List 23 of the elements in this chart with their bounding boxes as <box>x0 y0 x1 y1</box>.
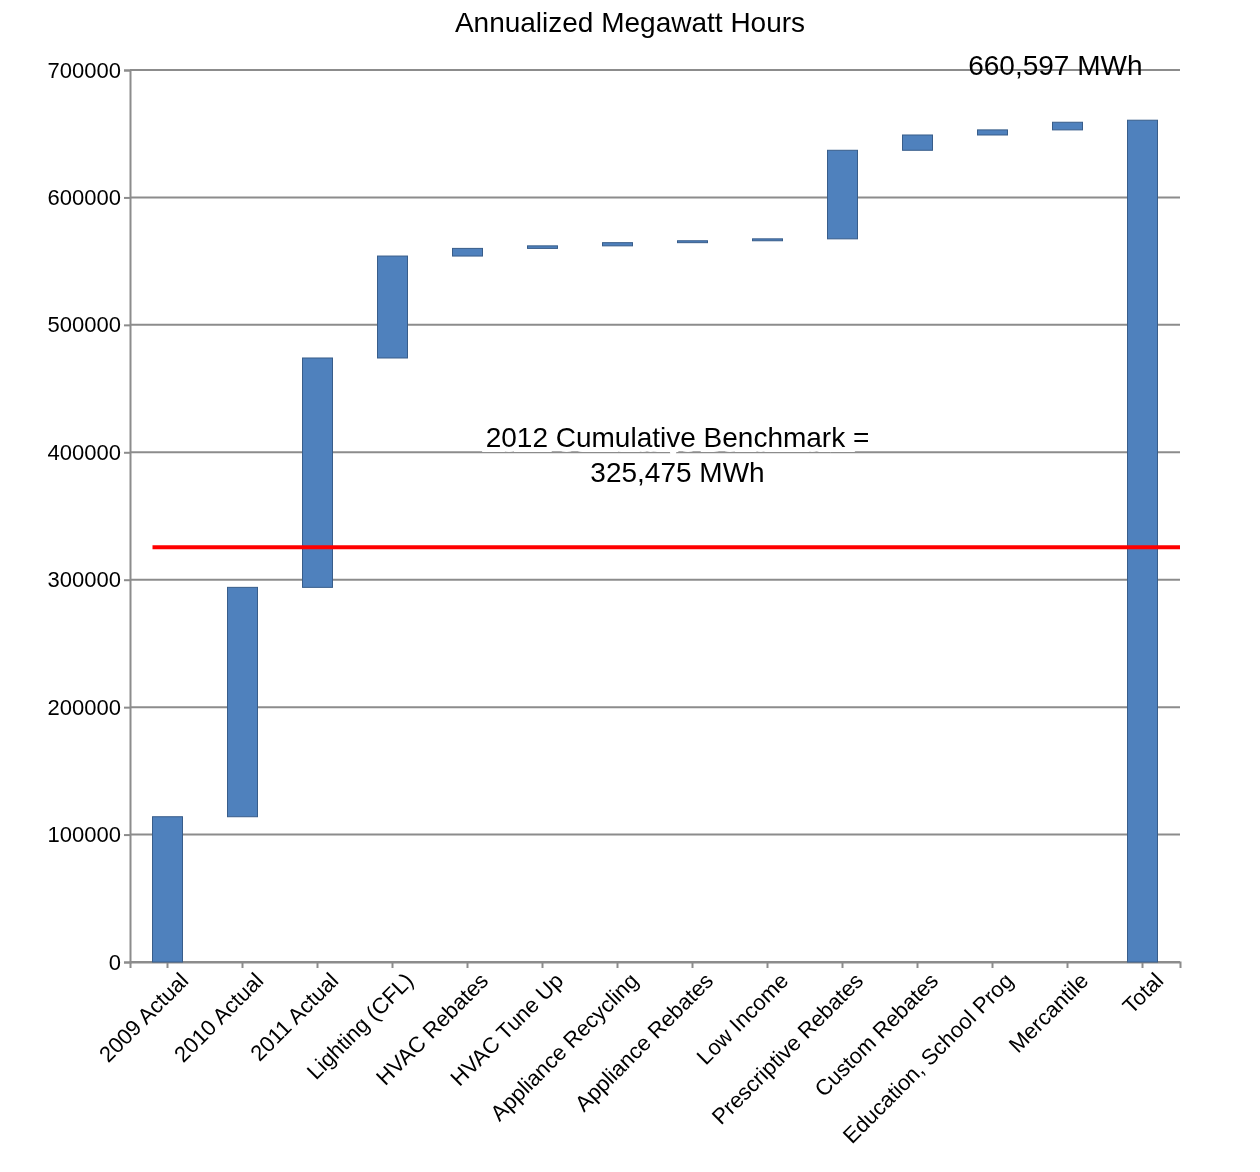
bar <box>1127 119 1158 963</box>
bar <box>152 816 183 963</box>
y-tick-label: 700000 <box>47 57 121 83</box>
ref-line-label: 2012 Cumulative Benchmark = 325,475 MWh <box>485 422 870 489</box>
y-tick-label: 100000 <box>47 822 121 848</box>
bar <box>527 245 558 249</box>
y-tick-label: 200000 <box>47 694 121 720</box>
bar <box>452 247 483 257</box>
bar <box>302 357 333 588</box>
bar <box>902 134 933 151</box>
y-tick-label: 300000 <box>47 567 121 593</box>
y-tick-label: 0 <box>108 949 121 975</box>
y-tick-label: 600000 <box>47 184 121 210</box>
bar <box>227 586 258 818</box>
y-tick-label: 400000 <box>47 439 121 465</box>
bar <box>827 149 858 240</box>
chart-title: Annualized Megawatt Hours <box>454 7 806 38</box>
annotation: 660,597 MWh <box>968 50 1143 82</box>
bar <box>1052 121 1083 131</box>
y-tick-label: 500000 <box>47 312 121 338</box>
bar <box>602 242 633 247</box>
bar <box>377 255 408 359</box>
bar <box>977 129 1008 136</box>
